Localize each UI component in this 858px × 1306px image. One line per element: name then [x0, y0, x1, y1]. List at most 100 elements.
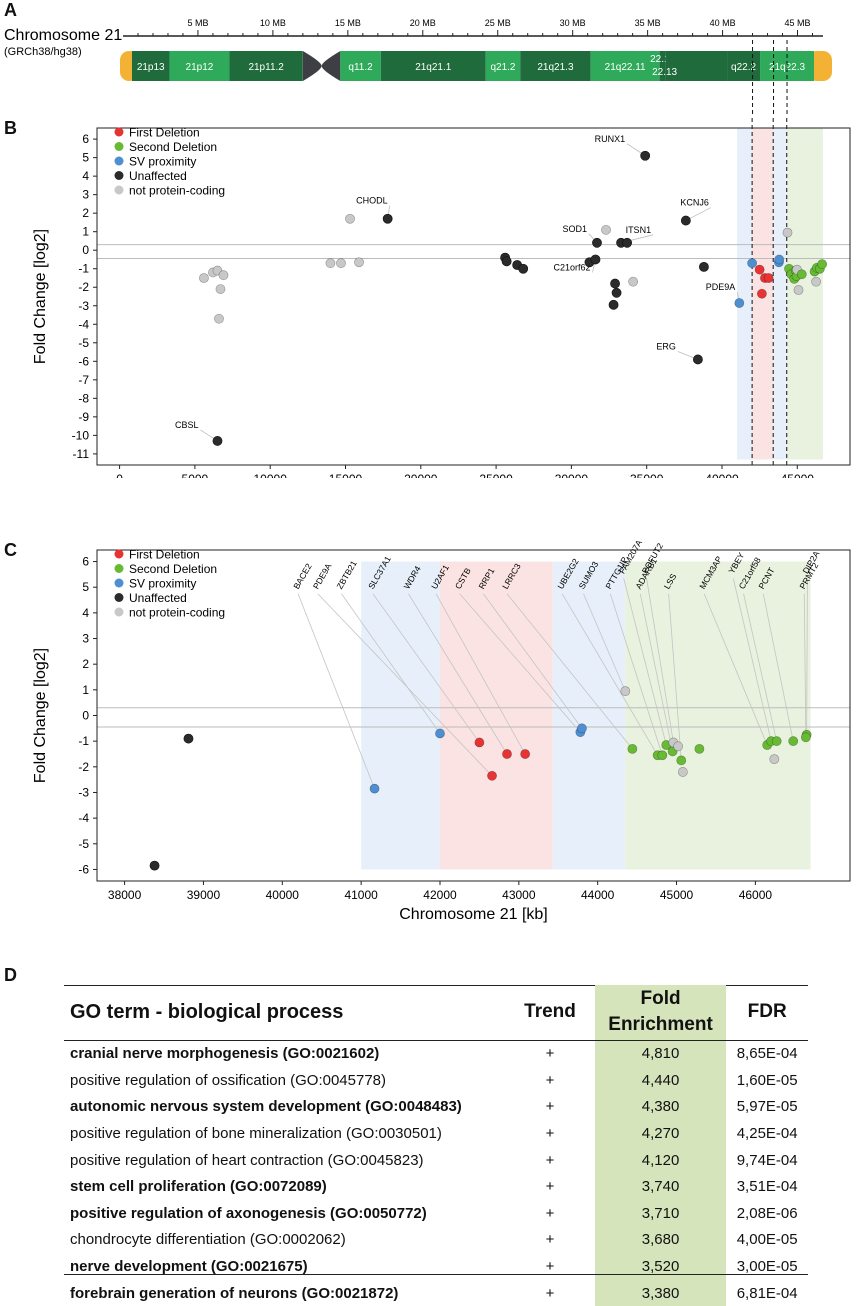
- y-tick-label: -6: [78, 354, 89, 368]
- data-point: [692, 354, 703, 365]
- ideogram-tick-label: 15 MB: [335, 18, 361, 28]
- centromere-right: [321, 51, 341, 81]
- x-tick-label: 39000: [187, 888, 221, 902]
- chromosome-band: [520, 51, 591, 81]
- gene-label: SOD1: [562, 224, 587, 234]
- x-tick-label: 15000: [329, 472, 363, 478]
- leader-line: [806, 578, 808, 735]
- legend-label: Second Deletion: [129, 140, 217, 154]
- cell-fdr: 2,08E-06: [736, 1204, 798, 1222]
- chromosome-band-label: 21q22.3: [769, 62, 806, 73]
- ideogram-tick-label: 35 MB: [635, 18, 661, 28]
- leader-line: [703, 593, 768, 746]
- cell-fe: 3,380: [594, 1279, 727, 1306]
- leader-line: [646, 578, 674, 743]
- legend-marker: [114, 578, 124, 588]
- leader-line: [609, 593, 663, 756]
- chromosome-band: [229, 51, 303, 81]
- plot-frame: [96, 127, 851, 466]
- y-tick-label: -4: [78, 317, 89, 331]
- data-point: [800, 732, 811, 743]
- chromosome-band-label: q11.2: [348, 62, 373, 73]
- ideogram-title: Chromosome 21: [4, 27, 122, 44]
- gene-label: ZBTB21: [335, 559, 359, 591]
- cell-trend: +: [545, 1204, 555, 1222]
- data-point: [763, 273, 774, 283]
- y-tick-label: -8: [78, 391, 89, 405]
- table-row: positive regulation of axonogenesis (GO:…: [64, 1200, 808, 1227]
- chromosome-band-label: q21.2: [490, 62, 515, 73]
- chromosome-ideogram: Chromosome 21 (GRCh38/hg38) 5 MB 10 MB 15 MB…: [4, 18, 832, 115]
- data-point: [782, 227, 793, 238]
- data-point: [336, 258, 346, 269]
- chart-b-fold-change-whole-chromosome: 0 5000 10000 15000 20000 25000 30000 35000 40000…: [32, 118, 851, 478]
- cell-fe: 4,810: [594, 1040, 727, 1068]
- chromosome-band-label: 21q21.3: [537, 62, 574, 73]
- legend-marker: [114, 185, 124, 195]
- data-point: [435, 728, 445, 739]
- data-point: [640, 150, 651, 161]
- gene-label: KCNJ6: [680, 198, 709, 208]
- x-tick-label: 10000: [254, 472, 288, 478]
- data-point: [699, 261, 709, 272]
- y-tick-label: -3: [78, 785, 89, 799]
- table-row: autonomic nervous system development (GO…: [64, 1093, 808, 1121]
- cell-term: positive regulation of ossification (GO:…: [70, 1071, 387, 1089]
- y-tick-label: -9: [78, 410, 89, 424]
- y-tick-label: -6: [78, 862, 89, 876]
- x-tick-label: 46000: [739, 888, 773, 902]
- data-point: [214, 313, 224, 324]
- ideogram-tick-label: 10 MB: [260, 18, 286, 28]
- chromosome-band-label: 21p12: [186, 62, 214, 73]
- chromosome-band-label: 21q22.11: [605, 62, 646, 73]
- legend-marker: [114, 127, 124, 137]
- cell-trend: +: [545, 1151, 555, 1169]
- legend-label: Second Deletion: [129, 562, 217, 576]
- x-tick-label: 43000: [502, 888, 536, 902]
- cell-trend: +: [545, 1258, 555, 1276]
- data-point: [771, 736, 782, 747]
- panel-label-d: D: [4, 965, 17, 985]
- cell-term: positive regulation of axonogenesis (GO:…: [70, 1204, 427, 1222]
- cell-fdr: 3,00E-05: [736, 1258, 798, 1276]
- legend-marker: [114, 171, 124, 180]
- data-point: [680, 215, 691, 226]
- table-bottom-rule: [64, 1274, 808, 1275]
- data-point: [518, 263, 529, 274]
- data-point: [610, 278, 620, 289]
- chromosome-band: [665, 51, 728, 81]
- leader-line: [623, 578, 667, 746]
- x-tick-label: 30000: [555, 472, 589, 478]
- leader-line: [483, 593, 583, 729]
- panel-label-a: A: [4, 0, 17, 20]
- region-first-deletion: [439, 561, 553, 870]
- chromosome-band: [727, 51, 761, 81]
- data-point: [627, 743, 638, 754]
- region-sv-proximity: [361, 561, 440, 870]
- data-point: [354, 257, 364, 268]
- gene-label: CHODL: [356, 196, 388, 206]
- data-point: [673, 741, 684, 752]
- y-tick-label: -5: [78, 336, 89, 350]
- leader-line: [317, 593, 493, 777]
- x-tick-label: 45000: [781, 472, 815, 478]
- legend-marker: [114, 549, 124, 559]
- data-point: [149, 860, 160, 871]
- x-tick-label: 35000: [630, 472, 664, 478]
- ideogram-tick-label: 30 MB: [560, 18, 586, 28]
- go-enrichment-table: GO term - biological process Trend Fold …: [64, 985, 808, 1306]
- chromosome-band-label: 22.12: [650, 54, 675, 65]
- leader-line: [459, 593, 581, 733]
- header-trend: Trend: [505, 985, 595, 1041]
- table-row: cranial nerve morphogenesis (GO:0021602)…: [64, 1040, 808, 1068]
- x-tick-label: 45000: [660, 888, 694, 902]
- data-point: [218, 270, 229, 281]
- data-point: [601, 224, 611, 235]
- x-tick-label: 40000: [705, 472, 739, 478]
- y-tick-label: 2: [82, 657, 89, 671]
- y-axis-title: Fold Change [log2]: [32, 648, 49, 783]
- cell-fdr: 9,74E-04: [736, 1151, 798, 1169]
- data-point: [592, 237, 602, 248]
- cell-fdr: 8,65E-04: [736, 1045, 798, 1063]
- data-point: [199, 273, 209, 283]
